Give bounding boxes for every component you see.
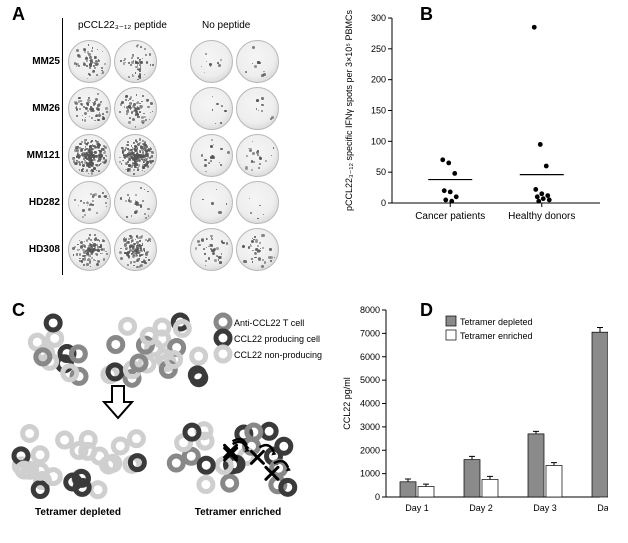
row-label: MM26 <box>12 103 60 114</box>
elispot-well <box>68 181 111 224</box>
svg-text:6000: 6000 <box>360 352 380 362</box>
svg-text:50: 50 <box>376 167 386 177</box>
row-label: MM121 <box>12 150 60 161</box>
elispot-well <box>68 228 111 271</box>
svg-text:1000: 1000 <box>360 469 380 479</box>
svg-text:300: 300 <box>371 13 386 23</box>
elispot-well <box>190 40 233 83</box>
elispot-well <box>68 87 111 130</box>
svg-text:0: 0 <box>375 492 380 502</box>
elispot-well <box>236 134 279 177</box>
svg-text:pCCL22₃₋₁₂ specific IFNγ spots: pCCL22₃₋₁₂ specific IFNγ spots per 3×10⁵… <box>344 10 354 212</box>
elispot-well <box>114 228 157 271</box>
svg-text:Cancer patients: Cancer patients <box>415 211 485 222</box>
elispot-well <box>114 134 157 177</box>
elispot-well <box>68 134 111 177</box>
panel-a: pCCL22₃₋₁₂ peptide No peptide MM25 MM26 MM12… <box>10 8 310 288</box>
svg-text:Day 2: Day 2 <box>469 503 493 513</box>
svg-text:4000: 4000 <box>360 399 380 409</box>
row-label: HD308 <box>12 244 60 255</box>
elispot-well <box>236 40 279 83</box>
svg-text:Day 3: Day 3 <box>533 503 557 513</box>
svg-text:Tetramer depleted: Tetramer depleted <box>460 317 533 327</box>
svg-text:2000: 2000 <box>360 445 380 455</box>
row-label: MM25 <box>12 56 60 67</box>
svg-text:Tetramer enriched: Tetramer enriched <box>195 507 282 518</box>
col-header-peptide: pCCL22₃₋₁₂ peptide <box>78 20 167 31</box>
svg-text:Day 9: Day 9 <box>597 503 608 513</box>
svg-text:7000: 7000 <box>360 328 380 338</box>
elispot-well <box>190 134 233 177</box>
svg-text:0: 0 <box>381 198 386 208</box>
svg-text:Tetramer depleted: Tetramer depleted <box>35 507 121 518</box>
svg-text:Anti-CCL22 T cell: Anti-CCL22 T cell <box>234 318 304 328</box>
elispot-well <box>114 87 157 130</box>
svg-text:CCL22 producing cell: CCL22 producing cell <box>234 334 320 344</box>
svg-text:5000: 5000 <box>360 375 380 385</box>
panel-c-diagram: Anti-CCL22 T cell CCL22 producing cell CCL… <box>8 300 328 535</box>
svg-text:Healthy donors: Healthy donors <box>508 211 575 222</box>
elispot-well <box>236 228 279 271</box>
elispot-well <box>236 87 279 130</box>
svg-text:CCL22 pg/ml: CCL22 pg/ml <box>342 377 352 430</box>
col-header-nopeptide: No peptide <box>202 20 250 31</box>
svg-text:Tetramer enriched: Tetramer enriched <box>460 331 533 341</box>
elispot-well <box>114 181 157 224</box>
svg-text:150: 150 <box>371 106 386 116</box>
svg-text:250: 250 <box>371 44 386 54</box>
svg-text:100: 100 <box>371 136 386 146</box>
row-label: HD282 <box>12 197 60 208</box>
svg-text:200: 200 <box>371 75 386 85</box>
svg-text:Day 1: Day 1 <box>405 503 429 513</box>
elispot-well <box>190 181 233 224</box>
svg-text:3000: 3000 <box>360 422 380 432</box>
elispot-well <box>114 40 157 83</box>
elispot-well <box>190 87 233 130</box>
elispot-well <box>190 228 233 271</box>
panel-d-barchart: 0 1000 2000 3000 4000 5000 6000 7000 8000 CCL22 p… <box>338 300 616 535</box>
panel-b-scatter: 0 50 100 150 200 250 300 pCCL22₃₋₁₂ specific IF… <box>338 8 616 243</box>
elispot-well <box>236 181 279 224</box>
divider-line <box>62 18 63 275</box>
svg-text:8000: 8000 <box>360 305 380 315</box>
elispot-well <box>68 40 111 83</box>
svg-text:CCL22 non-producing cell: CCL22 non-producing cell <box>234 350 324 360</box>
